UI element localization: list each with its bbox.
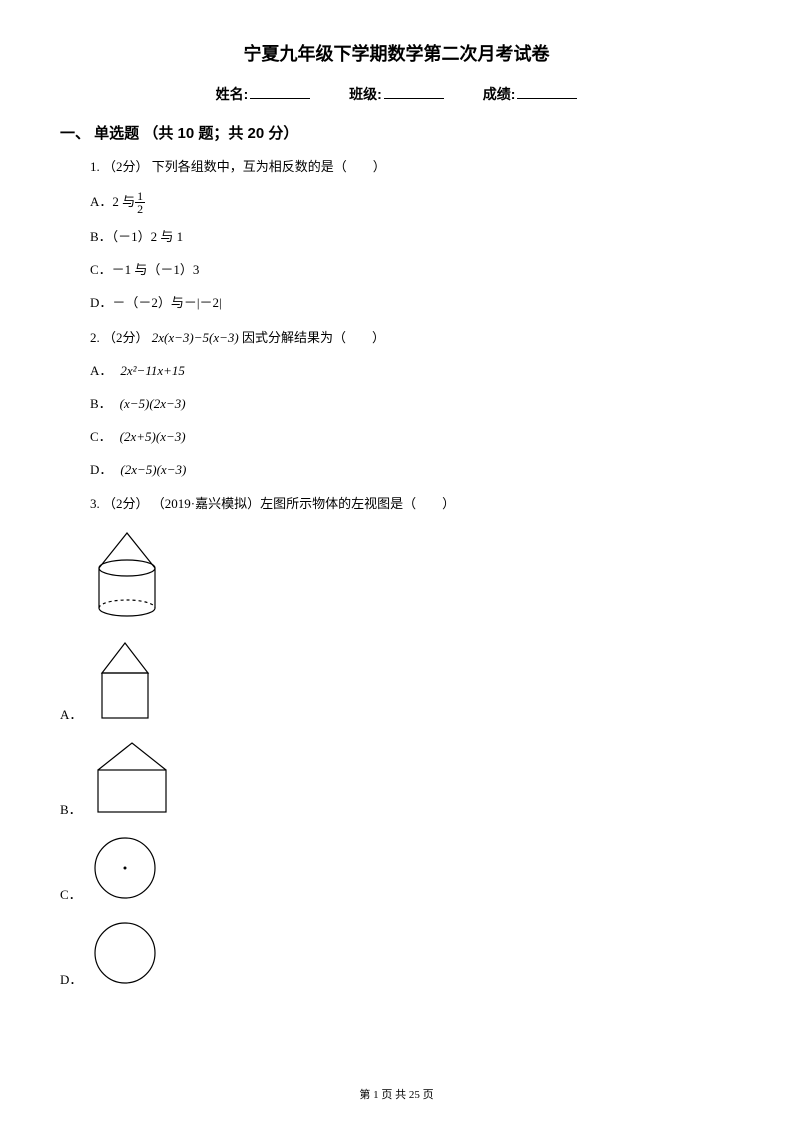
q2-option-c: C． (2x+5)(x−3)	[90, 427, 733, 448]
q3-option-b-shape: B．	[60, 738, 733, 818]
q1-option-d: D．－（－2）与－|－2|	[90, 293, 733, 314]
q3-option-c-shape: C．	[60, 833, 733, 903]
q2-optC-label: C．	[90, 427, 112, 448]
q1-option-a: A．2 与 1 2	[90, 190, 733, 215]
section-1-header: 一、 单选题 （共 10 题；共 20 分）	[60, 122, 733, 143]
q3-optA-label: A．	[60, 704, 82, 723]
exam-title: 宁夏九年级下学期数学第二次月考试卷	[60, 40, 733, 66]
circle-icon	[90, 918, 160, 988]
q2-optD-expr: (2x−5)(x−3)	[120, 460, 186, 481]
question-3: 3. （2分） （2019·嘉兴模拟）左图所示物体的左视图是（ ）	[90, 492, 733, 515]
fraction-icon: 1 2	[135, 190, 145, 215]
question-1: 1. （2分） 下列各组数中，互为相反数的是（ ）	[90, 155, 733, 178]
page-footer: 第 1 页 共 25 页	[0, 1086, 793, 1102]
q2-optD-label: D．	[90, 460, 112, 481]
q2-optB-expr: (x−5)(2x−3)	[120, 394, 186, 415]
q2-optC-expr: (2x+5)(x−3)	[120, 427, 186, 448]
student-info-line: 姓名: 班级: 成绩:	[60, 84, 733, 104]
name-blank	[250, 98, 310, 99]
q2-suffix: 因式分解结果为（ ）	[242, 330, 385, 345]
q2-option-a: A． 2x²−11x+15	[90, 361, 733, 382]
q2-optA-expr: 2x²−11x+15	[120, 361, 185, 382]
triangle-on-wide-rect-icon	[90, 738, 175, 818]
q3-option-d-shape: D．	[60, 918, 733, 988]
q3-optD-label: D．	[60, 969, 82, 988]
q2-optA-label: A．	[90, 361, 112, 382]
circle-with-dot-icon	[90, 833, 160, 903]
q2-option-d: D． (2x−5)(x−3)	[90, 460, 733, 481]
cone-cylinder-3d-icon	[90, 528, 165, 623]
score-label: 成绩:	[483, 86, 516, 102]
class-blank	[384, 98, 444, 99]
name-label: 姓名:	[216, 86, 249, 102]
q2-expr: 2x(x−3)−5(x−3)	[152, 330, 239, 345]
q2-optB-label: B．	[90, 394, 112, 415]
frac-den: 2	[135, 203, 145, 215]
q3-main-shape	[90, 528, 733, 623]
class-label: 班级:	[349, 86, 382, 102]
triangle-on-tall-rect-icon	[90, 638, 160, 723]
q3-option-a-shape: A．	[60, 638, 733, 723]
q1-option-b: B．（－1）2 与 1	[90, 227, 733, 248]
q1-option-c: C．－1 与（－1）3	[90, 260, 733, 281]
question-2: 2. （2分） 2x(x−3)−5(x−3) 因式分解结果为（ ）	[90, 326, 733, 349]
q2-prefix: 2. （2分）	[90, 330, 152, 345]
q3-optC-label: C．	[60, 884, 82, 903]
score-blank	[517, 98, 577, 99]
q2-option-b: B． (x−5)(2x−3)	[90, 394, 733, 415]
q1-optA-prefix: A．2 与	[90, 192, 135, 213]
q3-optB-label: B．	[60, 799, 82, 818]
